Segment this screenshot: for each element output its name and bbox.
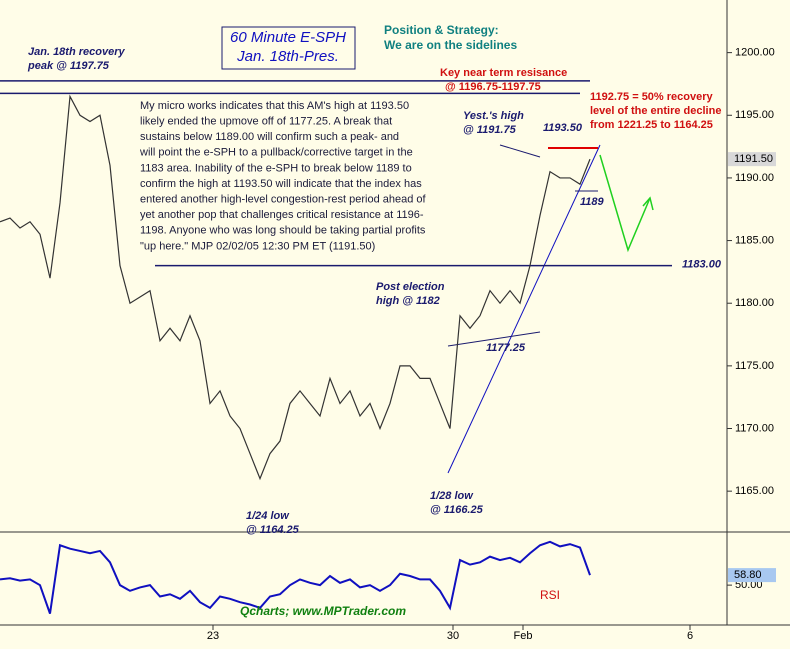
annotation: 1/28 low xyxy=(430,490,474,502)
last-value-box xyxy=(728,568,776,583)
commentary-line: likely ended the upmove off of 1177.25. … xyxy=(140,116,392,128)
x-tick-label: 30 xyxy=(447,630,459,642)
commentary-line: yet another pop that challenges critical… xyxy=(140,209,424,221)
trendline xyxy=(447,331,541,347)
y-tick-label: 1185.00 xyxy=(735,234,774,246)
pointer xyxy=(499,144,541,158)
chart-title: 60 Minute E-SPH xyxy=(230,29,346,46)
series-name: RSI xyxy=(540,588,560,602)
last-value-label: 1191.50 xyxy=(734,153,773,165)
annotation: Jan. 18th recovery xyxy=(28,46,125,58)
title-box xyxy=(221,26,356,70)
y-tick-label: 1190.00 xyxy=(735,172,774,184)
trendline xyxy=(447,144,601,474)
annotation: Yest.'s high xyxy=(463,110,524,122)
commentary-line: sustains below 1189.00 will confirm such… xyxy=(140,131,399,143)
x-tick-label: Feb xyxy=(514,630,533,642)
annotation: from 1221.25 to 1164.25 xyxy=(590,119,713,131)
annotation: @ 1166.25 xyxy=(430,504,484,516)
commentary-line: "up here." MJP 02/02/05 12:30 PM ET (119… xyxy=(140,240,375,252)
last-value-box xyxy=(728,152,776,167)
strategy: Position & Strategy: xyxy=(384,23,499,37)
last-value-label: 58.80 xyxy=(734,569,762,581)
annotation: level of the entire decline xyxy=(590,105,721,117)
y-tick-label: 1170.00 xyxy=(735,422,774,434)
y-tick-label: 1200.00 xyxy=(735,47,775,59)
commentary-line: My micro works indicates that this AM's … xyxy=(140,100,409,112)
annotation: @ 1196.75-1197.75 xyxy=(445,81,541,93)
annotation: @ 1164.25 xyxy=(246,524,300,536)
projection-arrow xyxy=(599,154,651,253)
y-tick-label: 1180.00 xyxy=(735,297,774,309)
annotation: Post election xyxy=(376,281,445,293)
commentary-line: confirm the high at 1193.50 will indicat… xyxy=(140,178,422,190)
annotation: high @ 1182 xyxy=(376,295,440,307)
y-tick-label: 1175.00 xyxy=(735,360,774,372)
arrow-head xyxy=(642,196,654,211)
commentary-line: 1183 area. Inability of the e-SPH to bre… xyxy=(140,162,412,174)
line-series xyxy=(0,94,591,481)
level-label: 1183.00 xyxy=(682,259,722,271)
annotation: 1177.25 xyxy=(486,342,526,354)
annotation: Qcharts; www.MPTrader.com xyxy=(240,604,406,618)
y-tick-label: 1165.00 xyxy=(735,485,774,497)
annotation: @ 1191.75 xyxy=(463,124,517,136)
commentary-line: 1198. Anyone who was long should be taki… xyxy=(140,225,426,237)
annotation: peak @ 1197.75 xyxy=(27,60,110,72)
x-tick-label: 6 xyxy=(687,630,693,642)
strategy: We are on the sidelines xyxy=(384,38,517,52)
y-tick-label: 1195.00 xyxy=(735,109,774,121)
commentary-line: entered another high-level congestion-re… xyxy=(140,194,427,206)
annotation: 1/24 low xyxy=(246,510,290,522)
annotation: 1189 xyxy=(580,196,605,208)
commentary-line: will point the e-SPH to a pullback/corre… xyxy=(139,147,413,159)
chart-title: Jan. 18th-Pres. xyxy=(236,48,339,65)
annotation: Key near term resisance xyxy=(440,67,567,79)
line-series xyxy=(0,540,591,614)
annotation: 1193.50 xyxy=(543,122,583,134)
annotation: 1192.75 = 50% recovery xyxy=(590,91,714,103)
x-tick-label: 23 xyxy=(207,630,219,642)
